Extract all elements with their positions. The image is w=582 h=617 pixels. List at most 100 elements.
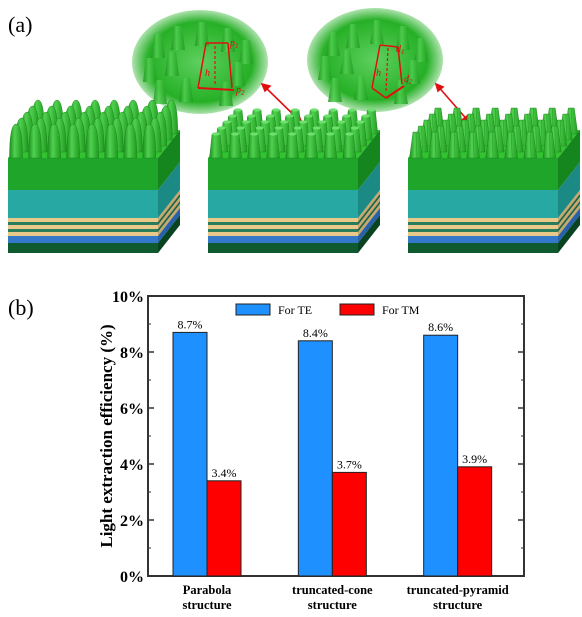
surface-texture-element bbox=[247, 133, 261, 159]
legend: For TE For TM bbox=[235, 303, 420, 317]
bar-value-label: 3.4% bbox=[212, 466, 237, 480]
device-layer bbox=[408, 236, 558, 243]
inset-texture-element bbox=[219, 82, 233, 106]
inset-texture-element bbox=[151, 34, 165, 58]
inset-texture-element bbox=[221, 28, 235, 52]
structure-illustration: p1 h p2 d1 h d2 bbox=[8, 8, 580, 253]
inset-pyramid-annotation: d1 h d2 bbox=[371, 44, 413, 99]
surface-texture-element bbox=[504, 131, 518, 159]
bar-tm bbox=[457, 466, 493, 577]
device-layer bbox=[208, 222, 358, 225]
surface-texture-element bbox=[104, 123, 118, 159]
x-category-label: truncated-cone bbox=[292, 583, 373, 597]
surface-texture-element bbox=[85, 123, 99, 159]
inset-cone-h: h bbox=[205, 68, 210, 79]
device-layer bbox=[208, 158, 358, 190]
bar-value-label: 3.9% bbox=[462, 452, 487, 466]
inset-texture-element bbox=[239, 40, 253, 64]
legend-swatch bbox=[339, 303, 375, 316]
surface-texture-element bbox=[142, 123, 156, 159]
bar-value-label: 8.4% bbox=[303, 326, 328, 340]
bar-value-label: 8.6% bbox=[428, 320, 453, 334]
inset-texture-element bbox=[406, 60, 420, 84]
surface-texture-element bbox=[323, 133, 337, 159]
zoom-inset-cone: p1 h p2 bbox=[132, 10, 268, 114]
bar-tm bbox=[206, 480, 242, 577]
surface-texture-element bbox=[428, 131, 442, 159]
panel-label-a: (a) bbox=[8, 12, 33, 37]
inset-texture-element bbox=[171, 26, 185, 50]
legend-label: For TM bbox=[382, 303, 420, 317]
inset-texture-element bbox=[346, 24, 360, 48]
surface-texture-element bbox=[409, 131, 423, 159]
device-layer bbox=[8, 158, 158, 190]
device-layer bbox=[408, 218, 558, 222]
surface-texture-element bbox=[304, 133, 318, 159]
y-axis-label: Light extraction efficiency (%) bbox=[97, 324, 116, 547]
inset-texture-element bbox=[318, 56, 332, 80]
device-layer bbox=[408, 158, 558, 190]
device-layer bbox=[408, 225, 558, 229]
surface-texture-element bbox=[209, 133, 223, 159]
device-layer bbox=[8, 236, 158, 243]
data-labels: 8.7% 3.4% 8.4% 3.7% 8.6% 3.9% bbox=[178, 317, 488, 479]
bar-te bbox=[172, 331, 208, 577]
device-layer bbox=[8, 222, 158, 225]
device-block-truncated-pyramid bbox=[408, 107, 580, 253]
device-layer bbox=[208, 232, 358, 236]
inset-texture-element bbox=[195, 22, 209, 46]
y-tick-label: 8% bbox=[120, 345, 144, 362]
x-category-label: truncated-pyramid bbox=[407, 583, 509, 597]
device-layer bbox=[208, 236, 358, 243]
inset-texture-element bbox=[370, 20, 384, 44]
inset-cone-p2: p2 bbox=[235, 85, 245, 97]
y-tick-label: 6% bbox=[120, 401, 144, 418]
legend-label: For TE bbox=[278, 303, 312, 317]
surface-texture-element bbox=[28, 123, 42, 159]
y-axis: 0% 2% 4% 6% 8% 10% bbox=[112, 289, 524, 586]
inset-texture-element bbox=[340, 50, 354, 74]
panel-label-b: (b) bbox=[8, 295, 34, 320]
inset-texture-element bbox=[179, 78, 193, 102]
bar-tm bbox=[331, 471, 367, 577]
device-layer bbox=[208, 229, 358, 232]
y-tick-label: 2% bbox=[120, 513, 144, 530]
extraction-efficiency-chart: 0% 2% 4% 6% 8% 10% 8.7% 3.4% 8.4% 3.7% 8.6% 3.9% P… bbox=[97, 289, 525, 612]
bar-value-label: 3.7% bbox=[337, 457, 362, 471]
device-layer bbox=[8, 218, 158, 222]
x-category-label: structure bbox=[182, 598, 232, 612]
device-layer bbox=[208, 218, 358, 222]
surface-texture-element bbox=[285, 133, 299, 159]
legend-swatch bbox=[235, 303, 271, 316]
device-layer bbox=[408, 190, 558, 218]
inset-texture-element bbox=[328, 78, 342, 102]
surface-texture-element bbox=[123, 123, 137, 159]
zoom-inset-pyramid: d1 h d2 bbox=[307, 8, 443, 112]
inset-texture-element bbox=[153, 80, 167, 104]
device-layer bbox=[8, 232, 158, 236]
surface-texture-element bbox=[485, 131, 499, 159]
inset-texture-element bbox=[354, 76, 368, 100]
inset-texture-element bbox=[326, 32, 340, 56]
device-layer bbox=[408, 222, 558, 225]
device-layer bbox=[208, 190, 358, 218]
device-layer bbox=[408, 229, 558, 232]
x-category-label: Parabola bbox=[183, 583, 232, 597]
surface-texture-element bbox=[66, 123, 80, 159]
device-block-truncated-cone bbox=[208, 108, 380, 253]
inset-cone-p1: p1 bbox=[229, 38, 239, 50]
inset-texture-element bbox=[414, 38, 428, 62]
device-layer bbox=[408, 243, 558, 253]
bar-te bbox=[423, 334, 459, 577]
inset-cone-annotation: p1 h p2 bbox=[197, 38, 245, 97]
y-tick-label: 10% bbox=[112, 289, 144, 306]
inset-pyramid-h: h bbox=[376, 68, 381, 79]
inset-texture-element bbox=[396, 26, 410, 50]
surface-texture-element bbox=[523, 131, 537, 159]
device-layer bbox=[8, 190, 158, 218]
inset-texture-element bbox=[143, 58, 157, 82]
surface-texture-element bbox=[266, 133, 280, 159]
inset-pyramid-d2: d2 bbox=[404, 74, 413, 86]
device-layer bbox=[8, 243, 158, 253]
x-category-label: structure bbox=[433, 598, 483, 612]
